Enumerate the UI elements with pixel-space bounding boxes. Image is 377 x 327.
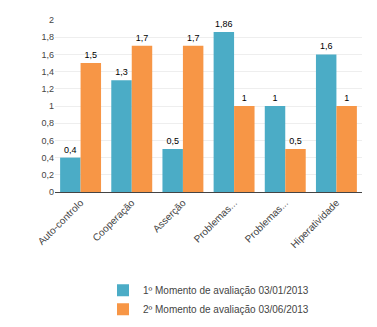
svg-text:0,5: 0,5 — [166, 136, 179, 146]
svg-text:1,3: 1,3 — [115, 67, 128, 77]
svg-text:0,8: 0,8 — [41, 118, 54, 128]
svg-text:0,6: 0,6 — [41, 136, 54, 146]
svg-text:0,2: 0,2 — [41, 170, 54, 180]
svg-text:1,2: 1,2 — [41, 84, 54, 94]
svg-text:1,6: 1,6 — [41, 50, 54, 60]
svg-text:Problemas...: Problemas... — [243, 197, 290, 244]
svg-text:Asserção: Asserção — [151, 197, 189, 235]
svg-text:1,5: 1,5 — [85, 50, 98, 60]
svg-text:1º Momento de avaliação 03/01/: 1º Momento de avaliação 03/01/2013 — [143, 285, 309, 296]
svg-text:Cooperação: Cooperação — [90, 197, 137, 244]
svg-text:1: 1 — [242, 93, 247, 103]
svg-text:Problemas...: Problemas... — [192, 197, 239, 244]
svg-text:0,4: 0,4 — [64, 145, 77, 155]
svg-text:Hiperatividade: Hiperatividade — [288, 197, 341, 250]
svg-text:2: 2 — [49, 15, 54, 25]
svg-text:1: 1 — [344, 93, 349, 103]
svg-text:1,8: 1,8 — [41, 32, 54, 42]
svg-text:1,4: 1,4 — [41, 67, 54, 77]
svg-text:2º Momento de avaliação 03/06/: 2º Momento de avaliação 03/06/2013 — [143, 304, 309, 315]
svg-text:1,6: 1,6 — [320, 41, 333, 51]
svg-text:1: 1 — [49, 101, 54, 111]
svg-text:1: 1 — [273, 93, 278, 103]
svg-text:1,7: 1,7 — [136, 33, 149, 43]
svg-text:0,5: 0,5 — [289, 136, 302, 146]
svg-text:0,4: 0,4 — [41, 153, 54, 163]
svg-text:1,7: 1,7 — [187, 33, 200, 43]
svg-text:1,86: 1,86 — [215, 19, 233, 29]
svg-text:0: 0 — [49, 187, 54, 197]
svg-text:Auto-controlo: Auto-controlo — [36, 197, 86, 247]
